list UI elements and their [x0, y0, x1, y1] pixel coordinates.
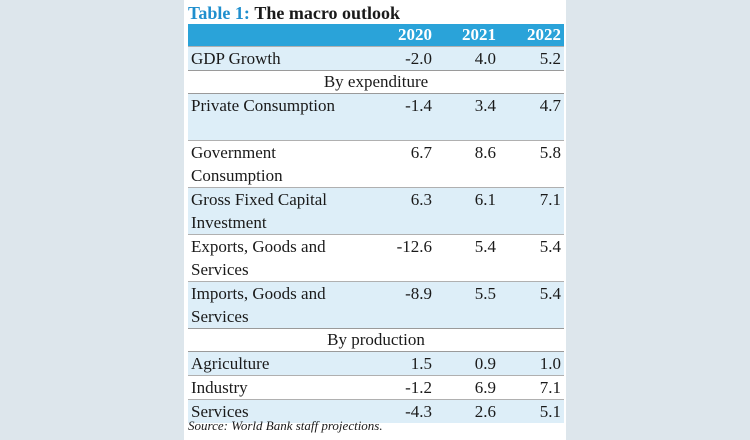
value-2021: 3.4: [435, 93, 499, 141]
value-2021: 6.9: [435, 375, 499, 400]
value-2020: -8.9: [364, 281, 435, 329]
header-row: 2020 2021 2022: [188, 24, 564, 47]
table-row: Imports, Goods and Services -8.9 5.5 5.4: [188, 281, 564, 329]
section-row: By expenditure: [188, 70, 564, 94]
table-label: Table 1:: [188, 3, 250, 23]
row-label: Exports, Goods and Services: [188, 234, 364, 282]
row-label: Agriculture: [188, 351, 364, 376]
value-2021: 2.6: [435, 399, 499, 423]
value-2022: 5.4: [499, 281, 564, 329]
row-label: Industry: [188, 375, 364, 400]
value-2022: 4.7: [499, 93, 564, 141]
table-row: Private Consumption -1.4 3.4 4.7: [188, 93, 564, 141]
header-cell-2020: 2020: [364, 24, 435, 47]
value-2020: -12.6: [364, 234, 435, 282]
value-2021: 6.1: [435, 187, 499, 235]
table-row: Services -4.3 2.6 5.1: [188, 399, 564, 423]
value-2020: 6.3: [364, 187, 435, 235]
header-cell-label: [188, 24, 364, 47]
value-2020: 6.7: [364, 140, 435, 188]
value-2022: 5.8: [499, 140, 564, 188]
header-cell-2022: 2022: [499, 24, 564, 47]
row-label: GDP Growth: [188, 46, 364, 71]
value-2020: -2.0: [364, 46, 435, 71]
header-cell-2021: 2021: [435, 24, 499, 47]
table-row: Agriculture 1.5 0.9 1.0: [188, 351, 564, 376]
value-2022: 7.1: [499, 375, 564, 400]
table-row: Gross Fixed Capital Investment 6.3 6.1 7…: [188, 187, 564, 235]
table-row: GDP Growth -2.0 4.0 5.2: [188, 46, 564, 71]
value-2021: 8.6: [435, 140, 499, 188]
table-row: Industry -1.2 6.9 7.1: [188, 375, 564, 400]
value-2021: 5.5: [435, 281, 499, 329]
row-label: Government Consumption: [188, 140, 364, 188]
source-note: Source: World Bank staff projections.: [188, 418, 383, 433]
value-2020: -4.3: [364, 399, 435, 423]
table-row: Government Consumption 6.7 8.6 5.8: [188, 140, 564, 188]
table-title: Table 1: The macro outlook: [188, 2, 564, 24]
row-label: Imports, Goods and Services: [188, 281, 364, 329]
table-title-text: The macro outlook: [254, 3, 401, 23]
row-label: Gross Fixed Capital Investment: [188, 187, 364, 235]
table-panel: Table 1: The macro outlook 2020 2021 202…: [184, 0, 566, 440]
value-2022: 5.1: [499, 399, 564, 423]
value-2020: -1.2: [364, 375, 435, 400]
value-2021: 5.4: [435, 234, 499, 282]
value-2021: 0.9: [435, 351, 499, 376]
section-row: By production: [188, 328, 564, 352]
table-row: Exports, Goods and Services -12.6 5.4 5.…: [188, 234, 564, 282]
value-2021: 4.0: [435, 46, 499, 71]
value-2020: 1.5: [364, 351, 435, 376]
macro-outlook-table: 2020 2021 2022 GDP Growth -2.0 4.0 5.2 B…: [188, 24, 564, 423]
value-2022: 7.1: [499, 187, 564, 235]
value-2022: 1.0: [499, 351, 564, 376]
value-2022: 5.2: [499, 46, 564, 71]
section-label: By expenditure: [188, 70, 564, 94]
value-2022: 5.4: [499, 234, 564, 282]
row-label: Services: [188, 399, 364, 423]
section-label: By production: [188, 328, 564, 352]
value-2020: -1.4: [364, 93, 435, 141]
row-label: Private Consumption: [188, 93, 364, 141]
